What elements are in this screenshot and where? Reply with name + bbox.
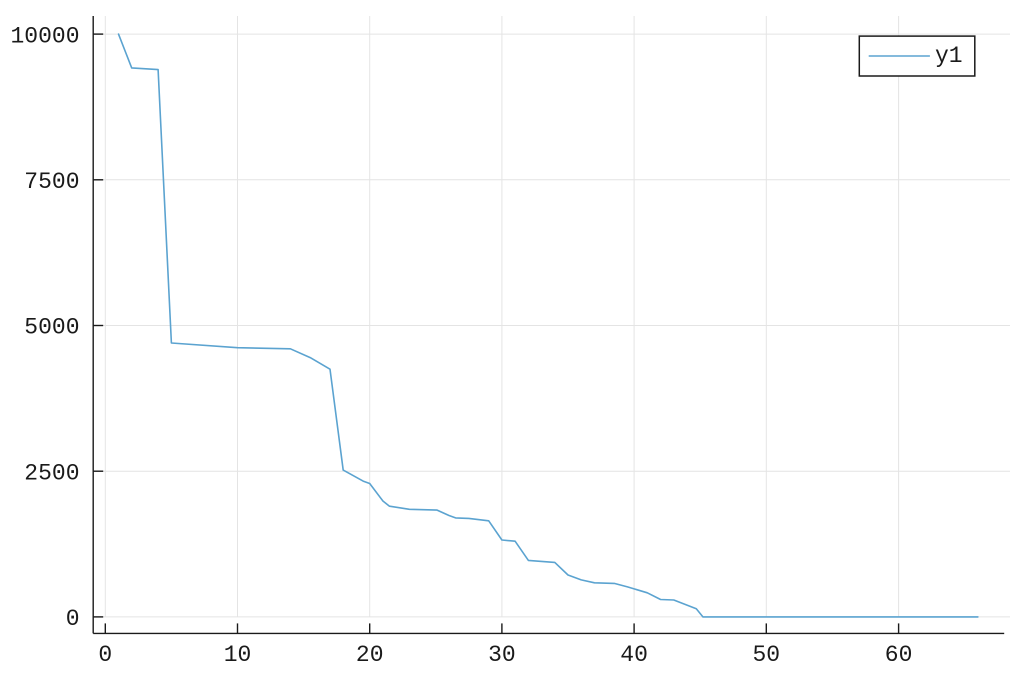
svg-text:30: 30	[488, 642, 516, 668]
svg-text:5000: 5000	[24, 315, 79, 341]
svg-text:0: 0	[98, 642, 112, 668]
svg-text:2500: 2500	[24, 460, 79, 486]
svg-text:0: 0	[66, 606, 80, 632]
svg-text:50: 50	[752, 642, 780, 668]
svg-text:7500: 7500	[24, 169, 79, 195]
svg-text:60: 60	[885, 642, 913, 668]
svg-text:40: 40	[620, 642, 648, 668]
svg-text:20: 20	[356, 642, 384, 668]
svg-text:10: 10	[224, 642, 252, 668]
svg-text:y1: y1	[935, 43, 963, 69]
svg-text:10000: 10000	[10, 23, 79, 49]
